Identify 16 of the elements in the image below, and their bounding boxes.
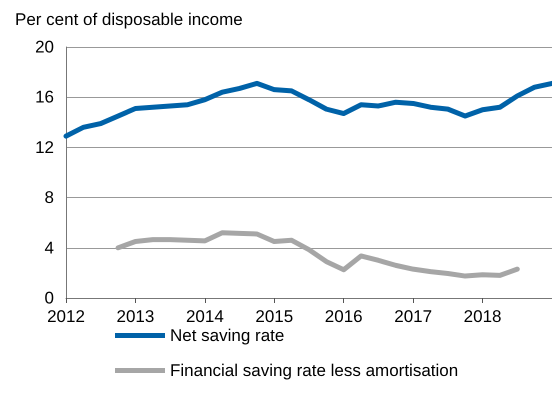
y-tick-label: 20: [35, 38, 54, 56]
legend-label: Financial saving rate less amortisation: [170, 361, 458, 380]
x-tick-label: 2017: [394, 307, 432, 326]
y-axis-title: Per cent of disposable income: [15, 10, 243, 29]
x-tick-label: 2012: [47, 307, 85, 326]
x-tick-label: 2014: [186, 307, 224, 326]
legend-label: Net saving rate: [170, 326, 284, 345]
y-tick-label: 16: [35, 88, 54, 107]
y-tick-label: 0: [44, 288, 54, 308]
y-tick-label: 8: [44, 188, 54, 208]
y-tick-label: 4: [44, 238, 54, 258]
x-tick-label: 2015: [255, 307, 294, 326]
y-tick-label: 12: [35, 138, 54, 157]
x-tick-label: 2013: [116, 307, 154, 326]
x-tick-label: 2016: [324, 307, 363, 326]
x-tick-label: 2018: [464, 307, 502, 326]
